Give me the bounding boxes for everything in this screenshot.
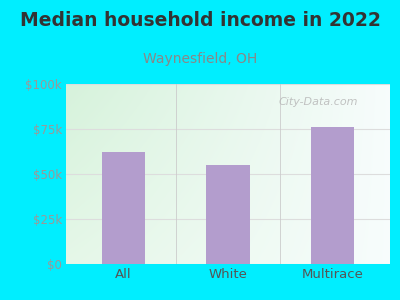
Text: City-Data.com: City-Data.com: [279, 97, 358, 107]
Text: Median household income in 2022: Median household income in 2022: [20, 11, 380, 29]
Bar: [206, 165, 250, 264]
Bar: [102, 152, 146, 264]
Bar: [310, 127, 354, 264]
Text: Waynesfield, OH: Waynesfield, OH: [143, 52, 257, 67]
